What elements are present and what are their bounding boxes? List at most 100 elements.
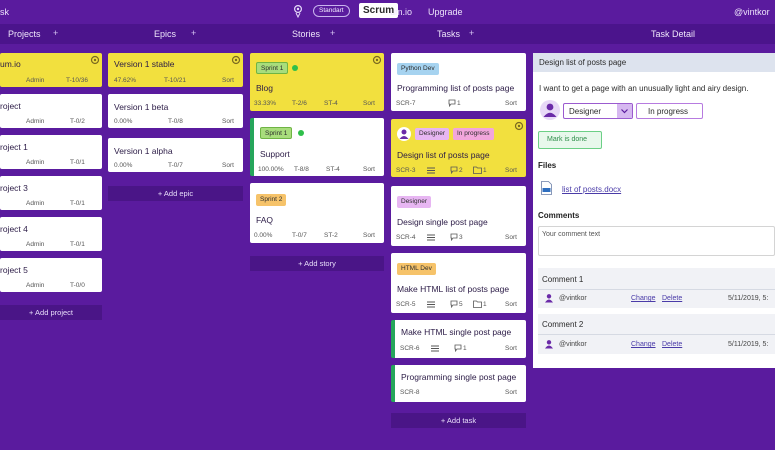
comment-item: Comment 1 @vintkor Change Delete 5/11/20… [538,268,775,308]
project-card[interactable]: roject Admin T-0/2 [0,94,102,128]
user-menu[interactable]: @vintkor [734,7,770,17]
story-card[interactable]: Sprint 1 Blog 33.33% T-2/6 ST-4 Sort [250,53,384,111]
gear-icon[interactable] [514,121,524,131]
files-heading: Files [538,161,557,170]
sprint-tag: Sprint 1 [260,127,293,139]
app-logo[interactable]: Scrum [359,3,399,18]
description-icon [427,167,435,174]
folder-icon [473,166,482,174]
detail-title: Design list of posts page [539,58,627,67]
sprint-tag: Sprint 2 [256,194,287,206]
sprint-tag: Sprint 1 [256,62,289,74]
epic-card[interactable]: Version 1 alpha 0.00% T-0/7 Sort [108,138,243,172]
gear-icon[interactable] [372,55,382,65]
folder-icon [473,300,482,308]
gear-icon[interactable] [231,55,241,65]
add-task-plus[interactable]: + [469,28,475,38]
add-project-plus[interactable]: + [53,28,59,38]
comment-user: @vintkor [559,295,587,302]
detail-title-bar: Design list of posts page [533,53,775,72]
project-card[interactable]: um.io Admin T-10/36 [0,53,102,87]
project-card[interactable]: roject 5 Admin T-0/0 [0,258,102,292]
comment-delete-link[interactable]: Delete [662,295,683,302]
add-task-button[interactable]: + Add task [391,413,526,428]
status-button-label: In progress [648,107,689,116]
add-epic-button[interactable]: + Add epic [108,186,243,201]
comment-change-link[interactable]: Change [631,295,656,302]
sort-handle[interactable]: Sort [505,167,517,174]
sort-handle[interactable]: Sort [222,162,234,169]
sort-handle[interactable]: Sort [363,166,375,173]
epic-card[interactable]: Version 1 stable 47.62% T-10/21 Sort [108,53,243,87]
sort-handle[interactable]: Sort [505,100,517,107]
top-left-text: sk [0,7,9,17]
task-detail-panel: Design list of posts page I want to get … [533,53,775,368]
task-detail-header: Task Detail [651,29,696,39]
gear-icon[interactable] [90,55,100,65]
add-story-plus[interactable]: + [330,28,336,38]
epic-card[interactable]: Version 1 beta 0.00% T-0/8 Sort [108,94,243,128]
chevron-down-icon[interactable] [617,104,632,118]
description-icon [427,301,435,308]
projects-header: Projects [8,29,41,39]
top-bar: sk Standart Scrum um.io Upgrade @vintkor [0,0,775,24]
status-dot [292,65,298,71]
comment-title: Comment 1 [542,275,584,284]
detail-description: I want to get a page with an unusually l… [539,84,749,93]
mode-badge[interactable]: Standart [313,5,350,17]
role-tag: Python Dev [397,63,439,75]
sort-handle[interactable]: Sort [505,389,517,396]
comment-date: 5/11/2019, 5: [728,295,769,302]
user-settings-icon[interactable] [292,4,304,18]
upgrade-link[interactable]: Upgrade [428,7,463,17]
sort-handle[interactable]: Sort [222,77,234,84]
epics-header: Epics [154,29,177,39]
task-card[interactable]: Designer Design single post page SCR-4 3… [391,186,526,246]
tasks-header: Tasks [437,29,461,39]
status-tag: In progress [453,128,494,140]
role-tag: Designer [397,196,432,208]
status-button[interactable]: In progress [636,103,703,119]
comment-change-link[interactable]: Change [631,341,656,348]
project-card[interactable]: roject 1 Admin T-0/1 [0,135,102,169]
sort-handle[interactable]: Sort [363,232,375,239]
sort-handle[interactable]: Sort [505,234,517,241]
comment-title: Comment 2 [542,320,584,329]
comment-icon [450,166,458,174]
comment-textarea[interactable]: Your comment text [538,226,775,256]
task-card[interactable]: Make HTML single post page SCR-6 1 Sort [391,320,526,358]
comment-user: @vintkor [559,341,587,348]
mark-done-button[interactable]: Mark is done [538,131,602,149]
project-card[interactable]: roject 3 Admin T-0/1 [0,176,102,210]
user-avatar-icon [545,340,553,349]
task-card-selected[interactable]: Designer In progress Design list of post… [391,119,526,177]
description-icon [427,234,435,241]
sort-handle[interactable]: Sort [222,118,234,125]
add-story-button[interactable]: + Add story [250,256,384,271]
stories-header: Stories [292,29,321,39]
mark-done-label: Mark is done [547,136,588,143]
task-card[interactable]: Python Dev Programming list of posts pag… [391,53,526,111]
sort-handle[interactable]: Sort [505,345,517,352]
add-epic-plus[interactable]: + [191,28,197,38]
role-select[interactable]: Designer [563,103,633,119]
role-tag: Designer [415,128,450,140]
sort-handle[interactable]: Sort [505,301,517,308]
column-header-bar: Projects + Epics + Stories + Tasks + Tas… [0,24,775,44]
file-link[interactable]: list of posts.docx [562,185,622,194]
story-card[interactable]: Sprint 2 FAQ 0.00% T-0/7 ST-2 Sort [250,183,384,243]
status-dot [298,130,304,136]
task-card[interactable]: Programming single post page SCR-8 Sort [391,365,526,402]
sort-handle[interactable]: Sort [363,100,375,107]
comment-icon [448,99,456,107]
project-card[interactable]: roject 4 Admin T-0/1 [0,217,102,251]
comment-delete-link[interactable]: Delete [662,341,683,348]
add-project-button[interactable]: + Add project [0,305,102,320]
story-card[interactable]: Sprint 1 Support 100.00% T-8/8 ST-4 Sort [250,118,384,176]
comments-heading: Comments [538,211,580,220]
app-logo-suffix: um.io [390,7,413,17]
task-card[interactable]: HTML Dev Make HTML list of posts page SC… [391,253,526,313]
role-tag: HTML Dev [397,263,436,275]
user-avatar-icon [545,294,553,303]
comment-icon [450,233,458,241]
